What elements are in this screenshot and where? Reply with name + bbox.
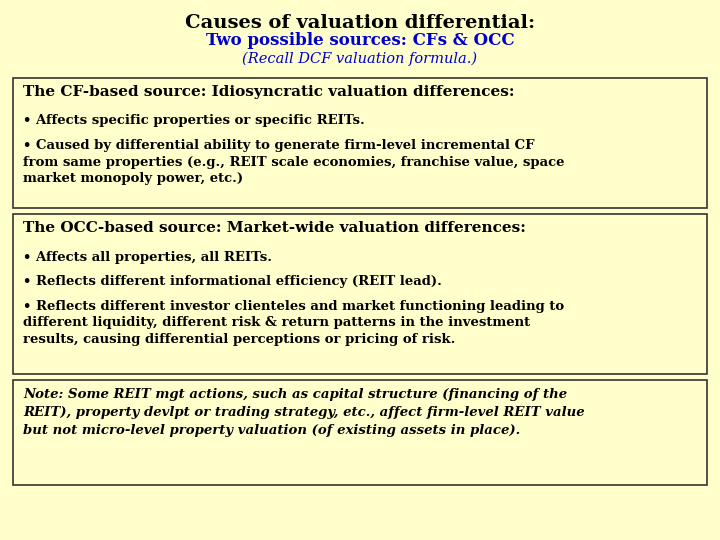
Text: The OCC-based source: Market-wide valuation differences:: The OCC-based source: Market-wide valuat… <box>23 221 526 235</box>
FancyBboxPatch shape <box>13 380 707 485</box>
Text: The CF-based source: Idiosyncratic valuation differences:: The CF-based source: Idiosyncratic valua… <box>23 85 515 99</box>
Text: • Affects specific properties or specific REITs.: • Affects specific properties or specifi… <box>23 114 365 127</box>
Text: Two possible sources: CFs & OCC: Two possible sources: CFs & OCC <box>206 32 514 49</box>
Text: (Recall DCF valuation formula.): (Recall DCF valuation formula.) <box>243 51 477 66</box>
FancyBboxPatch shape <box>13 78 707 208</box>
Text: Causes of valuation differential:: Causes of valuation differential: <box>185 14 535 31</box>
Text: • Reflects different investor clienteles and market functioning leading to
diffe: • Reflects different investor clienteles… <box>23 300 564 346</box>
Text: • Caused by differential ability to generate firm-level incremental CF
from same: • Caused by differential ability to gene… <box>23 139 564 185</box>
Text: • Affects all properties, all REITs.: • Affects all properties, all REITs. <box>23 251 272 264</box>
FancyBboxPatch shape <box>13 214 707 374</box>
Text: Note: Some REIT mgt actions, such as capital structure (financing of the
REIT), : Note: Some REIT mgt actions, such as cap… <box>23 388 585 437</box>
Text: • Reflects different informational efficiency (REIT lead).: • Reflects different informational effic… <box>23 275 442 288</box>
